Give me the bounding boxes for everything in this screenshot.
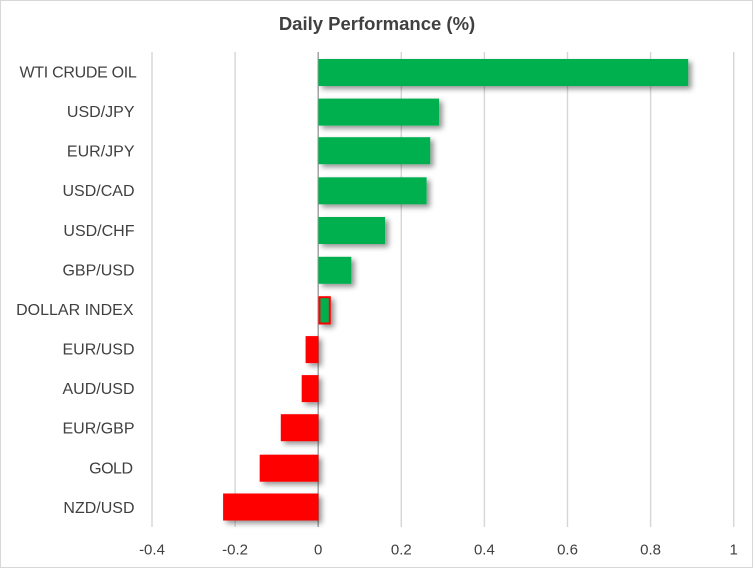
svg-text:-0.4: -0.4 bbox=[139, 542, 165, 559]
svg-text:USD/JPY: USD/JPY bbox=[67, 104, 135, 121]
svg-text:GOLD: GOLD bbox=[89, 460, 132, 477]
svg-text:0: 0 bbox=[314, 542, 322, 559]
svg-text:AUD/USD: AUD/USD bbox=[62, 381, 134, 398]
svg-text:USD/CAD: USD/CAD bbox=[62, 183, 134, 200]
svg-text:0.4: 0.4 bbox=[474, 542, 495, 559]
svg-text:DOLLAR INDEX: DOLLAR INDEX bbox=[16, 302, 134, 319]
svg-text:0.6: 0.6 bbox=[557, 542, 578, 559]
svg-text:-0.2: -0.2 bbox=[222, 542, 248, 559]
svg-text:0.8: 0.8 bbox=[640, 542, 661, 559]
svg-text:EUR/JPY: EUR/JPY bbox=[67, 144, 135, 161]
svg-text:EUR/GBP: EUR/GBP bbox=[62, 421, 134, 438]
svg-text:Daily Performance (%): Daily Performance (%) bbox=[279, 13, 475, 34]
svg-text:EUR/USD: EUR/USD bbox=[62, 342, 134, 359]
svg-text:0.2: 0.2 bbox=[391, 542, 412, 559]
svg-text:WTI CRUDE OIL: WTI CRUDE OIL bbox=[20, 65, 137, 82]
svg-text:USD/CHF: USD/CHF bbox=[63, 223, 134, 240]
svg-text:GBP/USD: GBP/USD bbox=[62, 262, 134, 279]
svg-text:NZD/USD: NZD/USD bbox=[63, 500, 134, 517]
svg-text:1: 1 bbox=[730, 542, 738, 559]
